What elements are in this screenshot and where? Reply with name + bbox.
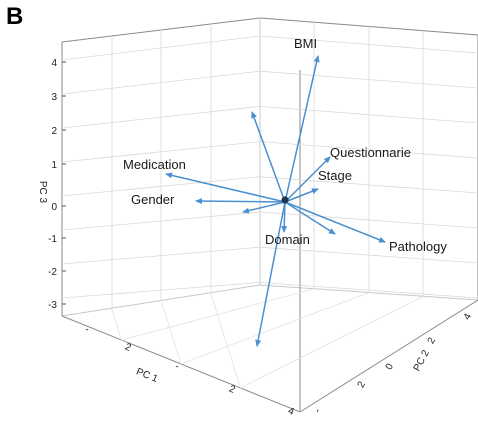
gridline-floor xyxy=(111,308,122,341)
loading-vectors xyxy=(165,55,386,347)
gridline-floor xyxy=(240,295,424,389)
box-back-top-edge xyxy=(61,17,478,43)
y-axis-ticks: - 2 0 2 4 xyxy=(312,311,474,414)
vector-unlabeled-down xyxy=(255,201,286,347)
panel-label: B xyxy=(6,3,24,30)
y-axis-title: PC 2 xyxy=(412,348,432,373)
vector-label-domain: Domain xyxy=(265,232,310,247)
y-tick-label: 2 xyxy=(426,335,439,345)
x-tick-label: 2 xyxy=(227,384,237,396)
z-tick-label: 2 xyxy=(51,126,57,137)
vector-label-medication: Medication xyxy=(123,157,186,172)
vector-labels: BMI Questionnarie Stage Medication Gender Dom… xyxy=(123,36,447,254)
y-tick-label: 4 xyxy=(462,311,475,321)
vector-unlabeled-up xyxy=(251,111,286,203)
origin-point xyxy=(281,196,289,204)
z-tick-label: 0 xyxy=(51,202,57,213)
vector-label-questionnarie: Questionnarie xyxy=(330,145,411,160)
box-floor-back-edges xyxy=(61,284,478,317)
z-axis-ticks: 4 3 2 1 0 -1 -2 -3 xyxy=(48,58,66,311)
vector-label-gender: Gender xyxy=(131,192,175,207)
z-tick-label: -2 xyxy=(48,267,57,278)
x-axis-title: PC 1 xyxy=(135,366,160,385)
vector-bmi xyxy=(284,55,320,203)
x-tick-label: 2 xyxy=(123,342,133,354)
box-floor-front-edges xyxy=(61,299,478,413)
z-tick-label: 1 xyxy=(51,160,57,171)
vector-unlabeled-left xyxy=(242,201,286,214)
z-tick-label: -3 xyxy=(48,300,57,311)
x-tick-label: 4 xyxy=(286,406,296,418)
gridline-floor xyxy=(121,288,315,341)
gridlines xyxy=(61,22,478,389)
vector-gender xyxy=(195,198,286,205)
vector-medication xyxy=(165,172,286,203)
y-tick-label: 2 xyxy=(356,379,369,389)
x-tick-label: - xyxy=(83,324,90,335)
vector-pathology xyxy=(284,201,386,243)
vector-questionnarie xyxy=(284,156,331,203)
vector-label-bmi: BMI xyxy=(294,36,317,51)
z-tick-label: -1 xyxy=(48,234,57,245)
vector-domain xyxy=(281,201,288,233)
vector-stage xyxy=(284,188,319,203)
z-tick-label: 4 xyxy=(51,58,57,69)
vector-unlabeled-right xyxy=(284,201,336,235)
z-tick-label: 3 xyxy=(51,92,57,103)
x-axis-ticks: - 2 - 2 4 xyxy=(83,324,296,418)
gridline-floor xyxy=(210,292,241,389)
box-frame xyxy=(61,17,478,413)
z-axis-title: PC 3 xyxy=(37,181,48,204)
x-tick-label: - xyxy=(173,361,180,372)
y-tick-label: 0 xyxy=(384,361,397,371)
gridline-floor xyxy=(180,292,370,365)
vector-label-stage: Stage xyxy=(318,168,352,183)
y-tick-label: - xyxy=(312,407,323,415)
vector-label-pathology: Pathology xyxy=(389,239,447,254)
gridline-floor xyxy=(160,300,182,365)
